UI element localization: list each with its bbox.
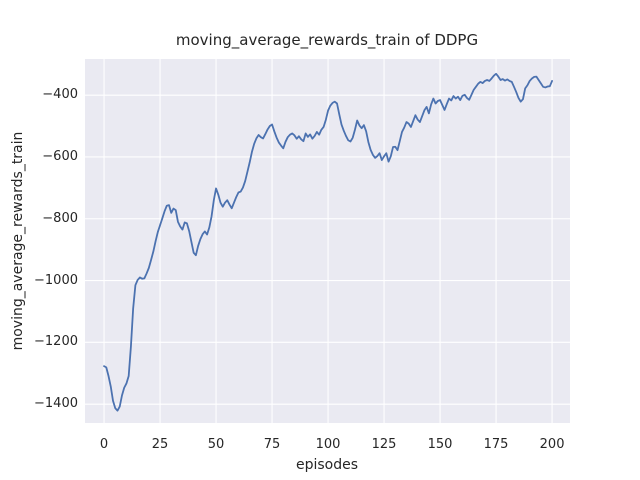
y-tick-label: −800 <box>42 210 78 226</box>
x-tick-label: 0 <box>99 437 109 452</box>
plot-area <box>85 59 570 423</box>
y-axis-label: moving_average_rewards_train <box>10 131 26 351</box>
x-tick-label: 50 <box>207 437 225 452</box>
x-tick-label: 25 <box>151 437 169 452</box>
y-tick-label: −600 <box>42 148 78 164</box>
x-tick-label: 125 <box>371 437 397 452</box>
line-plot <box>85 59 570 423</box>
x-axis-label: episodes <box>295 457 359 473</box>
x-tick-label: 150 <box>427 437 453 452</box>
y-tick-label: −1000 <box>34 272 78 288</box>
y-tick-label: −1200 <box>34 334 78 350</box>
y-tick-label: −1400 <box>34 396 78 412</box>
y-tick-label: −400 <box>42 87 78 103</box>
chart-title: moving_average_rewards_train of DDPG <box>175 31 479 49</box>
x-tick-label: 100 <box>315 437 341 452</box>
x-tick-label: 75 <box>263 437 281 452</box>
x-tick-label: 175 <box>483 437 509 452</box>
series-line <box>103 72 553 412</box>
x-tick-label: 200 <box>539 437 565 452</box>
